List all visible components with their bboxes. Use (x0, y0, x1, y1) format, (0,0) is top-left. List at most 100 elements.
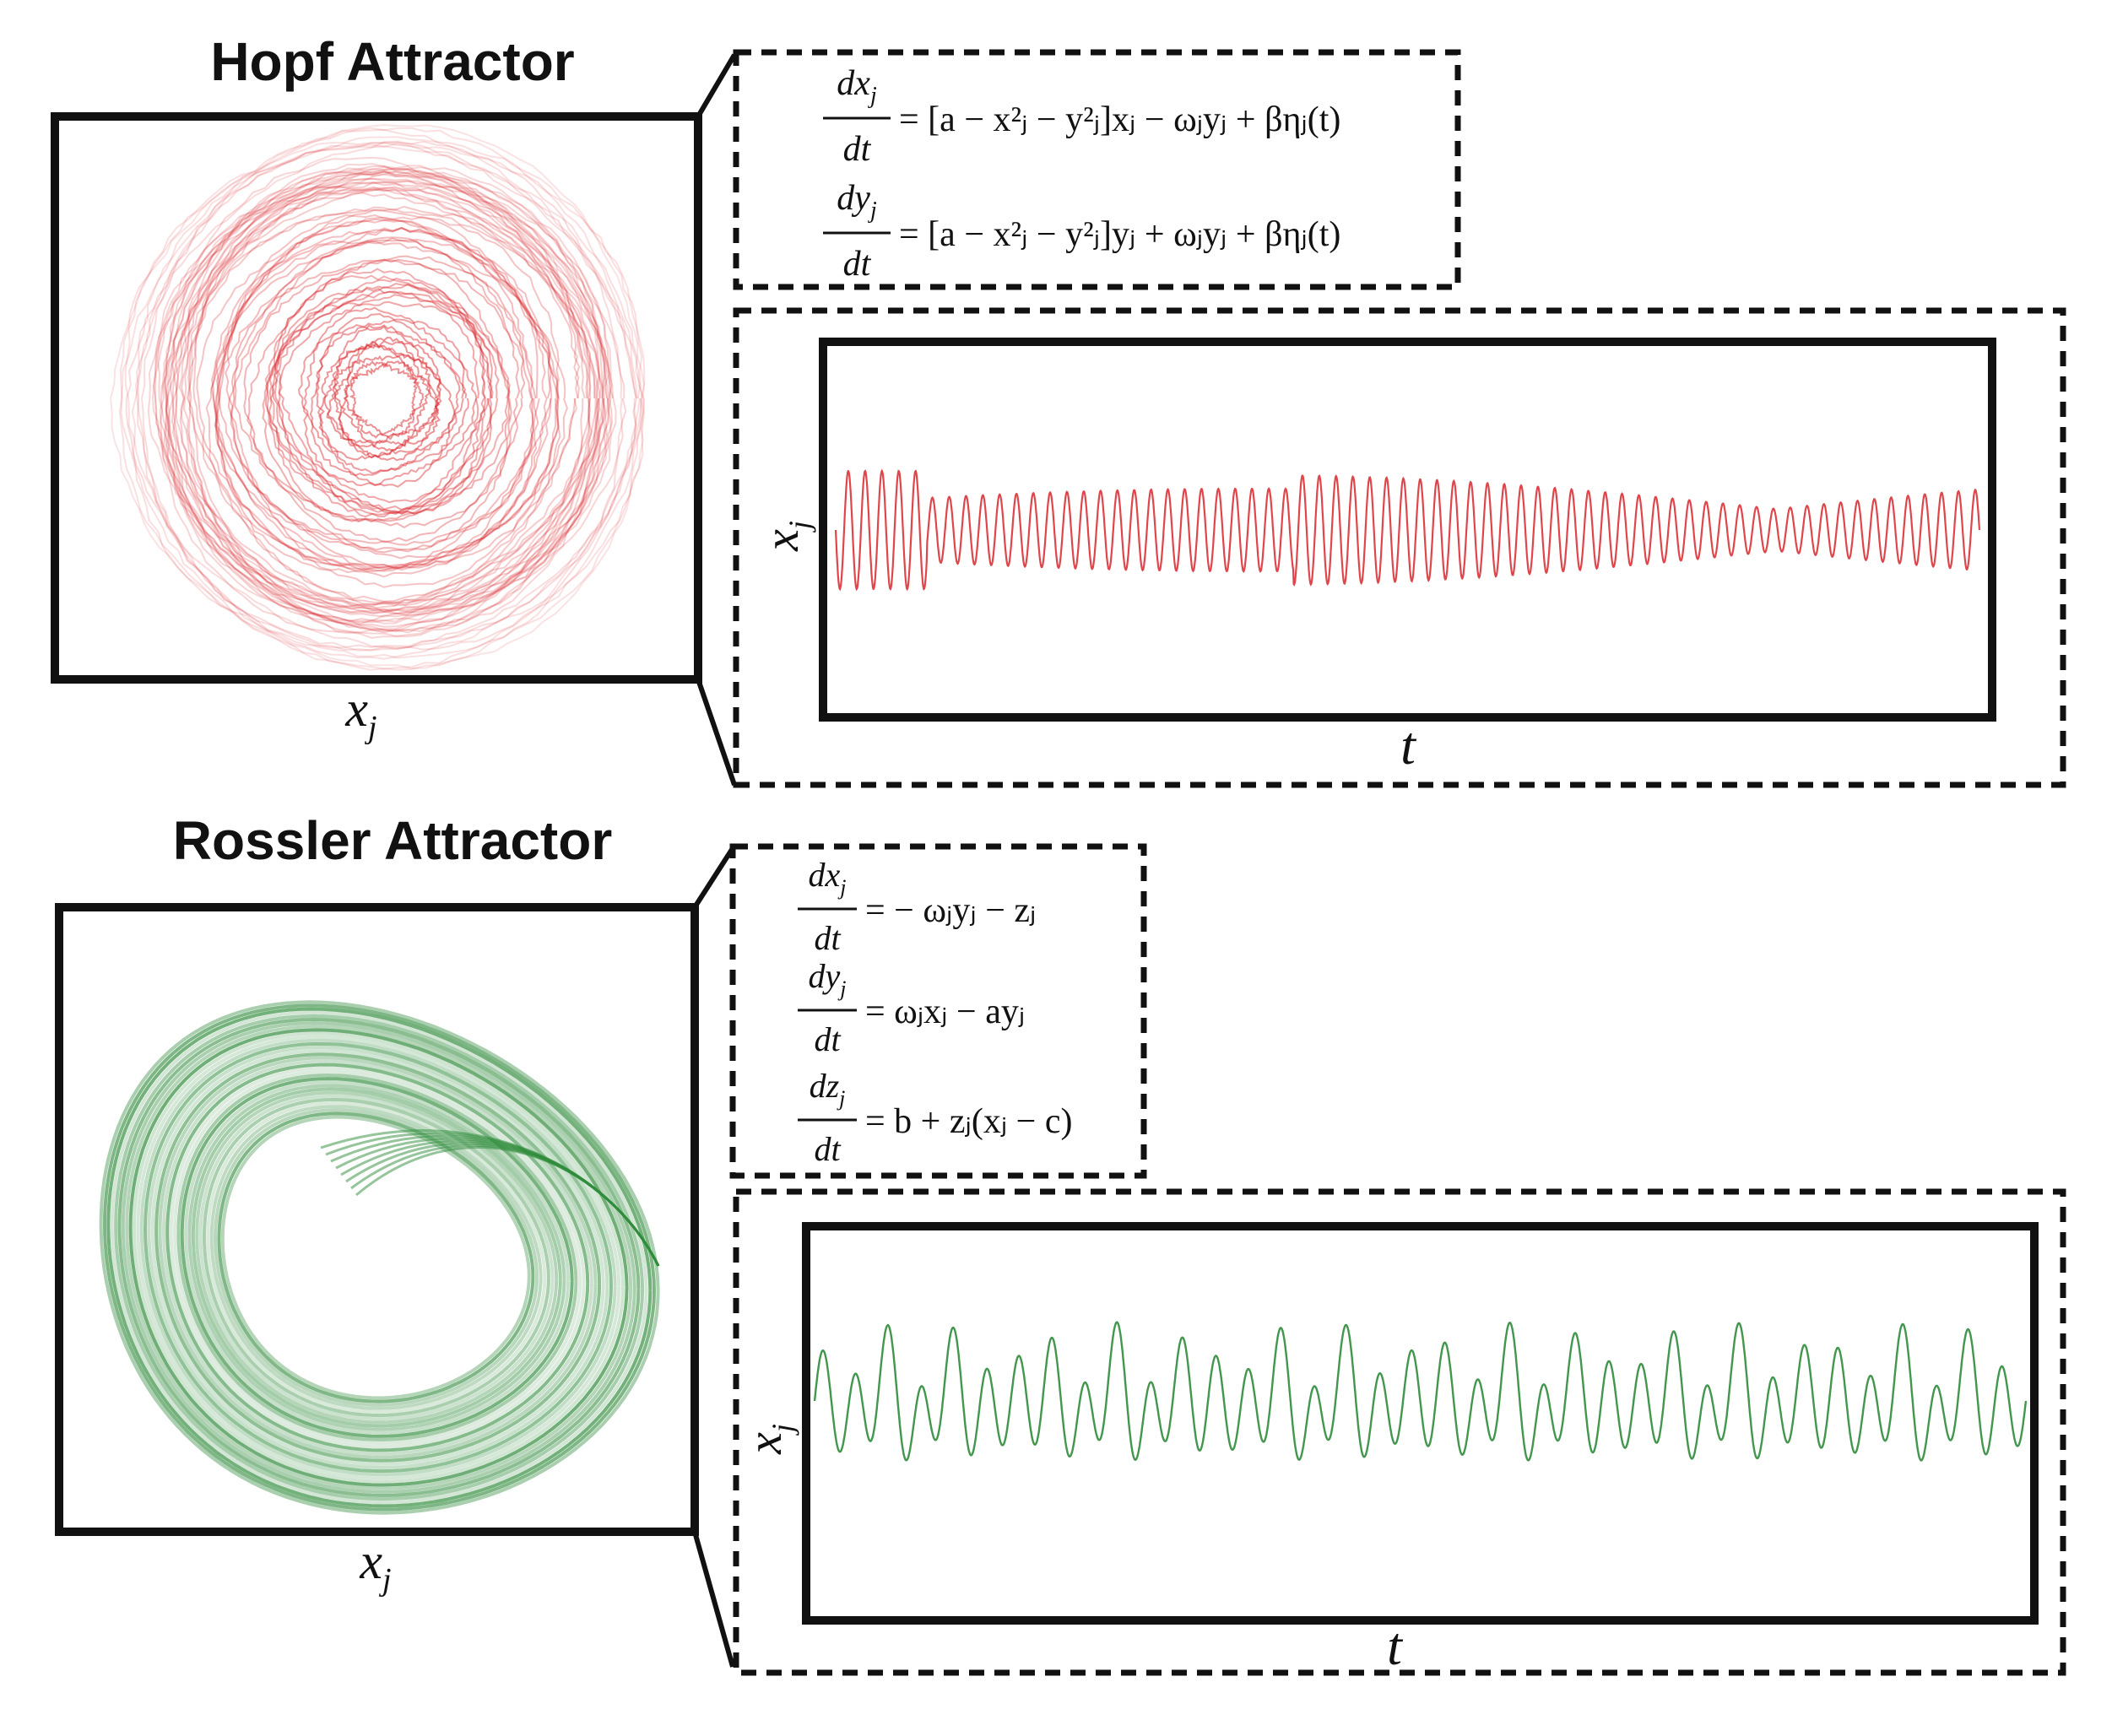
hopf-orbit-ring (182, 186, 602, 614)
hopf-phase-frame (51, 112, 702, 684)
hopf-eq2-denominator: dt (843, 245, 872, 284)
hopf-orbit-ring (188, 192, 592, 607)
hopf-orbit-ring (124, 142, 643, 670)
hopf-orbit-ring (269, 274, 511, 522)
rossler-timeseries-frame (802, 1222, 2039, 1625)
hopf-connector-top (696, 53, 737, 118)
rossler-fold-strand (355, 1146, 660, 1267)
rossler-equation-box (729, 843, 1147, 1179)
rossler-ts-ylabel: xj (737, 1424, 799, 1455)
hopf-orbit-ring (178, 188, 600, 618)
rossler-orbit-loop (217, 1111, 535, 1403)
hopf-eq1-denominator: dt (843, 130, 872, 169)
hopf-panel: Hopf Attractor xj dxj dt = [a − x²ⱼ − y²… (51, 31, 2066, 788)
rossler-equation-1: dxj dt = − ωⱼyⱼ − zⱼ (798, 856, 1036, 957)
hopf-equation-2: dyj dt = [a − x²ⱼ − y²ⱼ]yⱼ + ωⱼyⱼ + βηⱼ(… (823, 179, 1340, 284)
hopf-orbit-ring (165, 170, 601, 612)
hopf-orbit-ring (225, 240, 553, 571)
hopf-orbit-ring (333, 353, 431, 452)
hopf-orbit-ring (173, 187, 592, 615)
hopf-orbit-ring (164, 178, 605, 628)
hopf-orbit-ring (321, 340, 441, 462)
hopf-connector-bottom (696, 679, 737, 786)
rossler-eq1-numerator: dxj (809, 856, 847, 900)
hopf-orbit-ring (119, 136, 646, 671)
hopf-equation-box (733, 49, 1461, 290)
rossler-timeseries-dashed-box (733, 1188, 2066, 1676)
hopf-eq2-rhs: = [a − x²ⱼ − y²ⱼ]yⱼ + ωⱼyⱼ + βηⱼ(t) (899, 215, 1340, 254)
hopf-eq1-numerator: dxj (837, 64, 877, 109)
hopf-orbit-ring (160, 173, 593, 616)
hopf-orbit-ring (349, 360, 425, 439)
hopf-orbit-ring (159, 156, 627, 635)
hopf-orbit-ring (271, 290, 486, 511)
hopf-ts-xlabel: t (1400, 716, 1417, 776)
hopf-timeseries-frame (819, 338, 1996, 722)
rossler-orbit-loop (180, 1077, 574, 1438)
hopf-orbit-ring (163, 177, 605, 630)
rossler-orbit-loop (121, 1021, 636, 1494)
hopf-orbit-ring (211, 227, 553, 578)
rossler-ts-xlabel: t (1387, 1616, 1404, 1676)
hopf-orbit-ring (137, 141, 637, 652)
hopf-orbit-ring (215, 227, 539, 560)
hopf-orbit-ring (153, 170, 606, 634)
rossler-orbit-loop (117, 1017, 641, 1498)
hopf-orbit-ring (214, 214, 568, 574)
hopf-orbit-ring (192, 208, 580, 603)
rossler-orbit-loop (165, 1063, 590, 1452)
hopf-orbit-ring (264, 277, 494, 515)
hopf-orbit-ring (216, 237, 540, 569)
hopf-orbit-ring (277, 294, 480, 504)
rossler-phase-frame (55, 903, 699, 1536)
rossler-title: Rossler Attractor (173, 810, 612, 871)
rossler-orbit-loop (161, 1059, 593, 1456)
rossler-orbit-loop (198, 1094, 555, 1421)
hopf-orbit-ring (303, 306, 478, 487)
rossler-orbit-loop (187, 1084, 566, 1431)
rossler-panel: Rossler Attractor xj dxj dt = − ωⱼyⱼ − z… (55, 810, 2066, 1676)
rossler-orbit-loop (147, 1045, 609, 1470)
hopf-orbit-ring (179, 181, 597, 608)
hopf-orbit-ring (298, 318, 467, 488)
hopf-orbit-ring (343, 360, 419, 438)
rossler-orbit-loop (191, 1087, 562, 1428)
rossler-timeseries-line (813, 1321, 2028, 1462)
rossler-phase-xlabel: xj (359, 1533, 391, 1598)
hopf-phase-portrait (110, 123, 646, 671)
hopf-orbit-ring (154, 167, 609, 634)
hopf-orbit-ring (187, 188, 599, 609)
rossler-orbit-loop (125, 1025, 633, 1490)
rossler-orbit-loop (110, 1010, 648, 1505)
hopf-equation-1: dxj dt = [a − x²ⱼ − y²ⱼ]xⱼ − ωⱼyⱼ + βηⱼ(… (823, 64, 1340, 169)
rossler-phase-portrait (99, 1000, 660, 1515)
hopf-orbit-ring (265, 283, 486, 515)
hopf-ts-ylabel: xj (754, 521, 816, 552)
rossler-orbit-loop (132, 1031, 625, 1484)
hopf-orbit-ring (326, 336, 441, 446)
hopf-orbit-ring (268, 283, 493, 514)
hopf-timeseries-line (834, 468, 1981, 592)
rossler-orbit-loop (154, 1052, 602, 1463)
hopf-orbit-ring (169, 186, 586, 613)
rossler-orbit-loop (150, 1049, 605, 1466)
rossler-eq3-rhs: = b + zⱼ(xⱼ − c) (865, 1102, 1073, 1141)
hopf-eq2-numerator: dyj (837, 179, 877, 224)
rossler-eq2-rhs: = ωⱼxⱼ − ayⱼ (865, 992, 1025, 1031)
rossler-eq1-rhs: = − ωⱼyⱼ − zⱼ (865, 891, 1036, 930)
rossler-orbit-loop (128, 1028, 629, 1487)
rossler-orbit-loop (143, 1041, 613, 1474)
hopf-orbit-ring (131, 128, 646, 652)
hopf-eq1-rhs: = [a − x²ⱼ − y²ⱼ]xⱼ − ωⱼyⱼ + βηⱼ(t) (899, 100, 1340, 139)
hopf-orbit-ring (318, 324, 456, 461)
hopf-orbit-ring (214, 218, 560, 570)
hopf-orbit-ring (230, 236, 534, 546)
hopf-orbit-ring (134, 145, 642, 660)
rossler-orbit-loop (169, 1066, 586, 1449)
hopf-phase-xlabel: xj (344, 681, 376, 745)
hopf-timeseries-trace (834, 468, 1981, 592)
hopf-orbit-ring (315, 325, 461, 474)
rossler-connector-bottom (692, 1531, 735, 1668)
rossler-eq3-numerator: dzj (810, 1067, 846, 1111)
hopf-orbit-ring (186, 205, 581, 604)
